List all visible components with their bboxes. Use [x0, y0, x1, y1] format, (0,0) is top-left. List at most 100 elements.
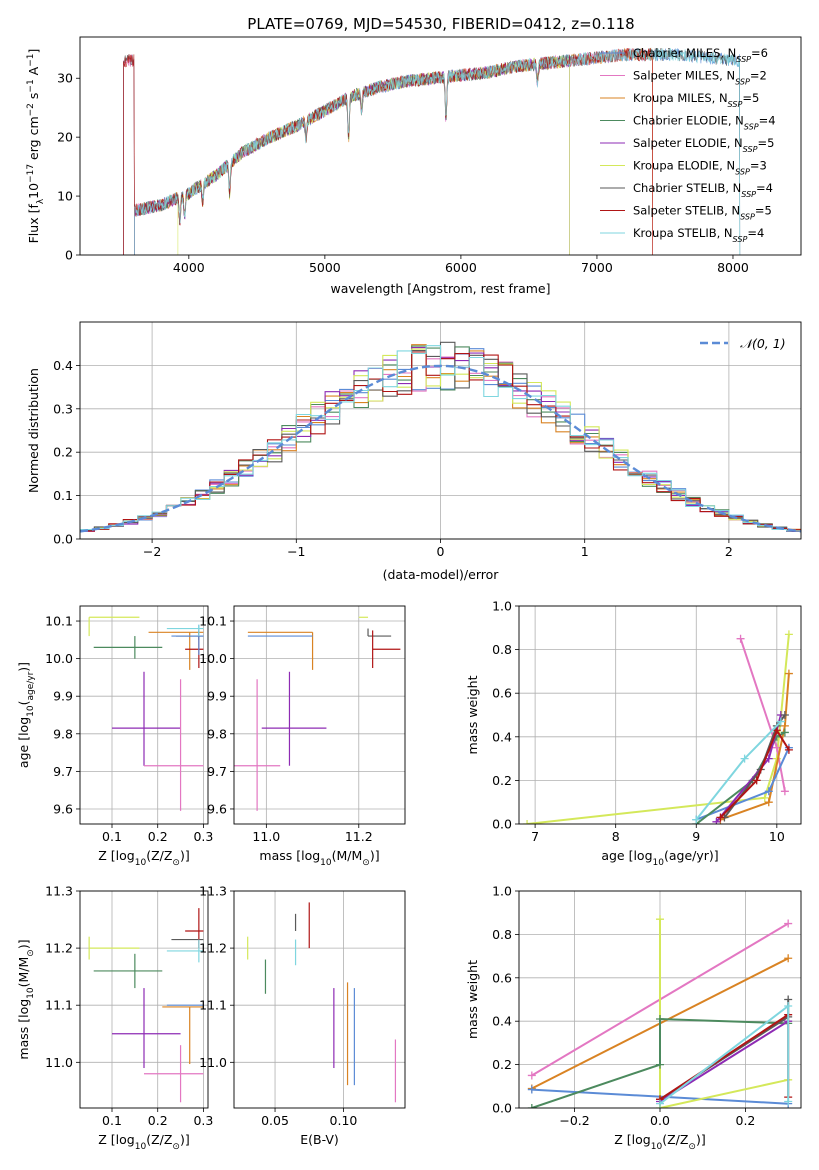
x-axis-label: E(B-V): [300, 1132, 339, 1147]
x-tick-label: 0: [437, 544, 445, 559]
x-tick-label: 7000: [581, 260, 613, 275]
weight-marker: [780, 728, 789, 737]
weight-marker: [527, 1071, 536, 1080]
y-tick-label: 9.7: [53, 764, 73, 779]
legend-entry: Kroupa ELODIE, NSSP=3: [633, 159, 767, 177]
axes-frame: [79, 890, 209, 1109]
y-tick-label: 11.1: [45, 998, 73, 1013]
y-tick-label: 0.2: [492, 1057, 512, 1072]
axes-spectrum: 4000 5000 6000 7000 8000 0 10 20 30 wavelength [A…: [26, 36, 802, 296]
y-tick-label: 0.6: [492, 970, 512, 985]
y-tick-label: 0.8: [492, 927, 512, 942]
y-tick-label: 0.2: [492, 773, 512, 788]
weight-lines: [523, 630, 793, 824]
y-tick-label: 11.1: [199, 998, 227, 1013]
x-axis-label: Z [log10(Z/Z⊙)]: [98, 848, 189, 868]
y-tick-label: 1.0: [492, 599, 512, 614]
histogram-kroupa-stelib: [80, 345, 801, 532]
x-axis-label: mass [log10(M/M⊙)]: [259, 848, 379, 868]
x-tick-label: 0.1: [102, 1113, 122, 1128]
x-tick-label: 8000: [717, 260, 749, 275]
x-axis-label: wavelength [Angstrom, rest frame]: [330, 281, 550, 296]
y-tick-label: 9.9: [207, 689, 227, 704]
y-tick-label: 11.0: [199, 1055, 227, 1070]
weight-marker: [656, 1099, 664, 1108]
axes-weight_vs_age: 7 8 9 10 0.0 0.2 0.4 0.6 0.8 1.0 age [log10(age/yr…: [465, 599, 802, 868]
y-tick-label: 0.4: [492, 1014, 512, 1029]
spectrum-line-salpeter-miles: [123, 48, 653, 255]
weight-marker: [760, 793, 769, 802]
errorbars: [88, 908, 204, 1103]
legend-entry: 𝒩(0, 1): [740, 336, 786, 351]
x-tick-label: 2: [725, 544, 733, 559]
x-axis-label: age [log10(age/yr)]: [601, 848, 718, 868]
weight-marker: [656, 915, 664, 924]
axes-weight_vs_z: −0.2 0.0 0.2 0.0 0.2 0.4 0.6 0.8 1.0 Z [log10(Z/Z…: [465, 884, 802, 1152]
x-tick-label: 1: [581, 544, 589, 559]
x-tick-label: 0.05: [261, 1113, 289, 1128]
x-tick-label: −0.2: [559, 1113, 589, 1128]
axes-frame: [233, 605, 406, 825]
y-tick-label: 9.8: [53, 726, 73, 741]
x-tick-label: 0.2: [148, 1113, 168, 1128]
axes-frame: [233, 890, 406, 1109]
weight-marker: [523, 820, 532, 824]
spectrum-lines: [123, 47, 741, 255]
y-tick-label: 9.9: [53, 689, 73, 704]
y-tick-label: 11.3: [45, 884, 73, 899]
legend-entry: Salpeter STELIB, NSSP=5: [633, 204, 772, 222]
y-axis-label: mass weight: [465, 675, 480, 754]
weight-marker: [776, 717, 785, 726]
axes-frame: [79, 605, 209, 825]
weight-marker: [784, 745, 793, 754]
x-tick-label: 5000: [309, 260, 341, 275]
y-tick-label: 20: [57, 130, 73, 145]
x-tick-label: 0.0: [650, 1113, 670, 1128]
weight-line-chabrier-elodie: [531, 1017, 789, 1108]
weight-marker: [784, 1097, 793, 1106]
y-tick-label: 0.8: [492, 642, 512, 657]
x-tick-label: 0.2: [736, 1113, 756, 1128]
x-tick-label: 11.2: [345, 829, 373, 844]
weight-lines: [527, 915, 793, 1108]
legend-entry: Kroupa MILES, NSSP=5: [633, 91, 759, 109]
y-tick-label: 11.3: [199, 884, 227, 899]
y-tick-label: 1.0: [492, 884, 512, 899]
y-tick-label: 0.6: [492, 686, 512, 701]
y-tick-label: 10.1: [45, 614, 73, 629]
y-tick-label: 9.6: [53, 801, 73, 816]
weight-line-salpeter-stelib: [719, 728, 790, 819]
weight-marker: [716, 813, 725, 822]
y-tick-label: 9.8: [207, 726, 227, 741]
weight-marker: [656, 1015, 664, 1024]
weight-marker: [780, 787, 789, 796]
legend-entry: Chabrier MILES, NSSP=6: [633, 46, 768, 64]
weight-marker: [784, 630, 793, 639]
spectrum-line-salpeter-elodie: [134, 56, 570, 255]
y-tick-label: 0.4: [53, 358, 73, 373]
weight-marker: [656, 1060, 664, 1069]
weight-line-kroupa-elodie: [526, 634, 790, 824]
x-tick-label: 7: [531, 829, 539, 844]
weight-marker: [772, 726, 781, 735]
y-tick-label: 11.2: [199, 941, 227, 956]
errorbars: [247, 902, 397, 1103]
weight-marker: [692, 815, 701, 824]
weight-marker: [784, 669, 793, 678]
histograms: [80, 341, 801, 533]
x-axis-label: Z [log10(Z/Z⊙)]: [98, 1132, 189, 1152]
axes-age_vs_z: 0.1 0.2 0.3 9.6 9.7 9.8 9.9 10.0 10.1 Z [log10(Z/…: [16, 605, 213, 868]
y-tick-label: 9.6: [207, 801, 227, 816]
figure-title: PLATE=0769, MJD=54530, FIBERID=0412, z=0…: [247, 15, 634, 33]
weight-marker: [527, 1085, 536, 1094]
weight-marker: [752, 776, 761, 785]
y-tick-label: 0: [65, 248, 73, 263]
y-tick-label: 11.0: [45, 1055, 73, 1070]
weight-line-kroupa-elodie: [659, 919, 789, 1108]
spectrum-line-chabrier-elodie: [134, 54, 570, 255]
y-tick-label: 10.0: [45, 651, 73, 666]
gaussian-curve: [80, 364, 801, 533]
weight-marker: [764, 787, 773, 796]
axes-mass_vs_z: 0.1 0.2 0.3 11.0 11.1 11.2 11.3 Z [log10(Z/Z⊙)]…: [16, 884, 213, 1153]
axes-residuals: −2 −1 0 1 2 0.0 0.1 0.2 0.3 0.4 (data-model)/error…: [26, 321, 802, 582]
